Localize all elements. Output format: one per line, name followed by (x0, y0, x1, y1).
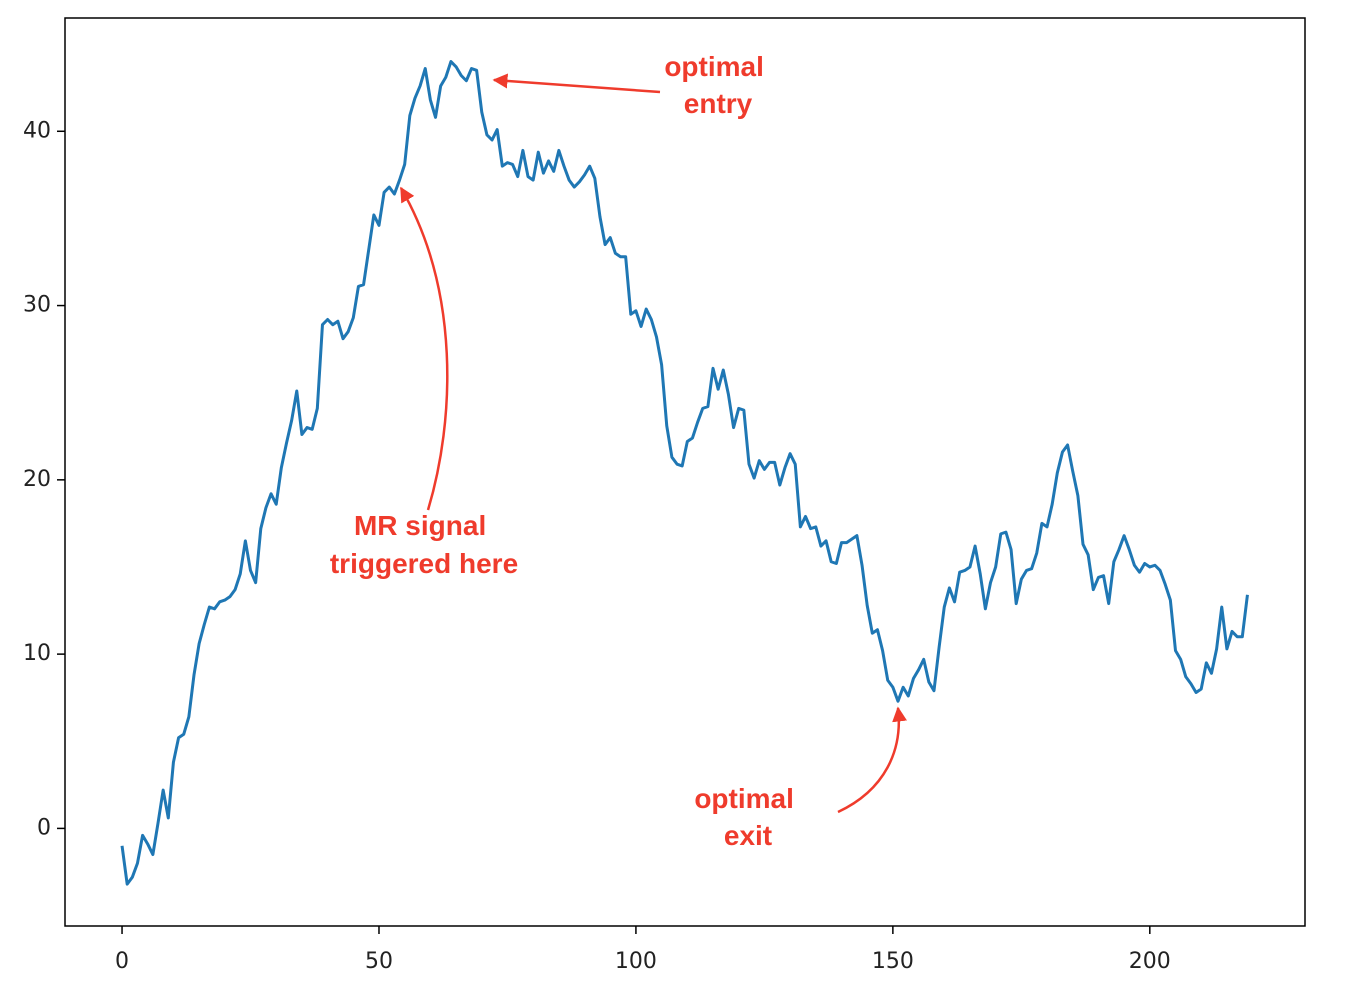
annotation-line: MR signal (354, 510, 486, 541)
y-tick-label: 20 (23, 467, 51, 492)
y-tick-label: 10 (23, 641, 51, 666)
x-tick-label: 200 (1129, 949, 1171, 974)
annotation: MR signal triggered here (330, 510, 518, 579)
annotation-line: exit (724, 820, 772, 851)
annotation-line: optimal (664, 51, 764, 82)
annotation-line: optimal (694, 783, 794, 814)
plot-frame (64, 17, 1306, 927)
y-tick-label: 40 (23, 118, 51, 143)
x-tick-label: 0 (115, 949, 129, 974)
annotation-arrow (837, 706, 908, 814)
annotation-arrow (399, 186, 449, 511)
x-tick-label: 100 (615, 949, 657, 974)
annotation-line: triggered here (330, 548, 518, 579)
plot-area: 0 50 100 150 200 0 10 20 30 40 (23, 60, 1249, 974)
data-line (120, 60, 1249, 886)
x-tick-label: 150 (872, 949, 914, 974)
x-tick-label: 50 (365, 949, 393, 974)
annotation-line: entry (684, 88, 753, 119)
annotation: optimal entry (664, 51, 771, 119)
annotation: optimal exit (694, 783, 801, 851)
y-tick-label: 30 (23, 293, 51, 318)
y-tick-label: 0 (37, 815, 51, 840)
annotation-arrow (492, 73, 661, 94)
